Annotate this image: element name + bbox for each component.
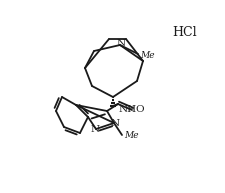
Text: Me: Me — [124, 131, 139, 141]
Text: O: O — [135, 106, 144, 114]
Text: Me: Me — [140, 51, 155, 59]
Text: N: N — [117, 38, 126, 47]
Text: NH: NH — [119, 106, 137, 114]
Text: N: N — [90, 125, 99, 135]
Text: N: N — [110, 119, 119, 129]
Text: HCl: HCl — [172, 26, 197, 40]
